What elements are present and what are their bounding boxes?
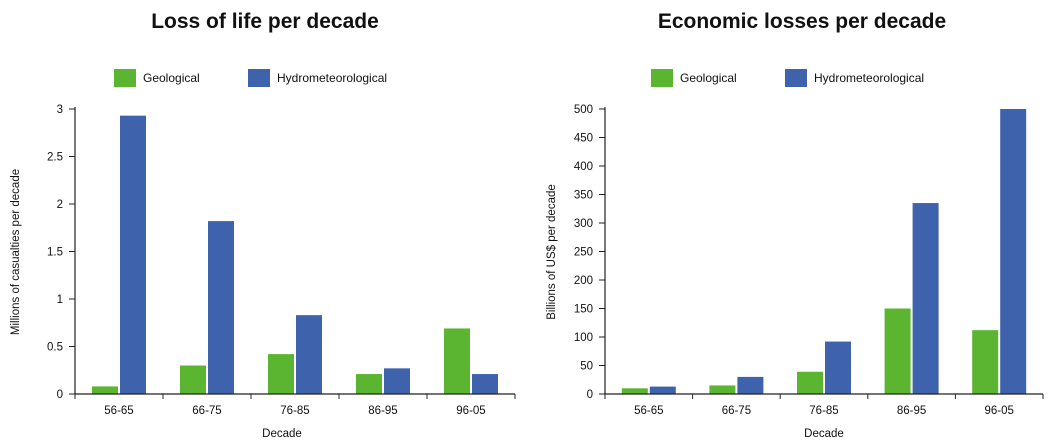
bar-geological [621, 388, 648, 394]
bar-hydrometeorological [825, 341, 851, 394]
legend-swatch-geological [651, 69, 673, 87]
x-tick-label: 66-75 [192, 405, 221, 417]
economic-losses-chart-svg: Economic losses per decade Geological Hy… [546, 10, 1044, 440]
bar-hydrometeorological [737, 376, 764, 394]
bar-hydrometeorological [649, 386, 676, 394]
casualties-chart-svg: Loss of life per decade Geological Hydro… [10, 10, 516, 440]
y-tick-label: 500 [574, 104, 593, 116]
y-tick-label: 0 [57, 389, 63, 401]
bar-geological [709, 385, 736, 394]
x-axis-label: Decade [804, 428, 844, 440]
economic-losses-chart: Economic losses per decade Geological Hy… [535, 0, 1053, 441]
bar-geological [444, 328, 470, 394]
y-tick-label: 350 [574, 190, 593, 202]
bar-hydrometeorological [1000, 109, 1027, 394]
chart-title: Loss of life per decade [151, 10, 379, 33]
casualties-chart: Loss of life per decade Geological Hydro… [0, 0, 520, 441]
x-tick-label: 76-85 [280, 405, 309, 417]
legend-swatch-hydrometeorological [248, 69, 270, 87]
legend-swatch-geological [114, 69, 136, 87]
chart-title: Economic losses per decade [658, 10, 946, 33]
y-tick-label: 250 [574, 247, 593, 259]
plot-area: 0 50 100 150 200 250 300 350 400 450 500 56-65 66-75… [574, 104, 1044, 417]
y-tick-label: 450 [574, 133, 593, 145]
x-tick-label: 76-85 [809, 405, 838, 417]
x-tick-label: 66-75 [722, 405, 751, 417]
y-tick-label: 0.5 [47, 342, 63, 354]
bar-geological [180, 365, 206, 394]
legend-swatch-hydrometeorological [785, 69, 807, 87]
y-tick-label: 100 [574, 332, 593, 344]
bar-geological [884, 308, 911, 394]
bar-hydrometeorological [384, 368, 410, 394]
y-tick-label: 3 [57, 104, 63, 116]
bar-geological [268, 354, 294, 394]
x-tick-label: 96-05 [984, 405, 1013, 417]
y-tick-label: 2.5 [47, 152, 63, 164]
y-tick-label: 0 [587, 389, 593, 401]
bar-hydrometeorological [296, 315, 322, 394]
x-tick-label: 96-05 [456, 405, 485, 417]
x-tick-label: 56-65 [104, 405, 133, 417]
legend-label-geological: Geological [143, 71, 200, 85]
y-tick-label: 200 [574, 275, 593, 287]
legend-label-hydrometeorological: Hydrometeorological [277, 71, 387, 85]
y-axis-label: Millions of casualties per decade [10, 169, 22, 335]
y-tick-label: 1 [57, 294, 63, 306]
legend-label-hydrometeorological: Hydrometeorological [814, 71, 924, 85]
y-tick-label: 2 [57, 199, 63, 211]
y-tick-label: 400 [574, 161, 593, 173]
x-tick-label: 56-65 [634, 405, 663, 417]
legend-label-geological: Geological [680, 71, 737, 85]
y-tick-label: 50 [580, 361, 593, 373]
y-tick-label: 1.5 [47, 247, 63, 259]
bar-geological [972, 330, 999, 394]
bar-hydrometeorological [208, 221, 234, 394]
y-tick-label: 300 [574, 218, 593, 230]
x-axis-label: Decade [262, 428, 302, 440]
x-tick-label: 86-95 [368, 405, 397, 417]
x-tick-label: 86-95 [897, 405, 926, 417]
plot-area: 0 0.5 1 1.5 2 2.5 3 56-65 66-75 76-85 86-95 96-05 [47, 104, 516, 417]
bar-geological [356, 374, 382, 394]
y-tick-label: 150 [574, 304, 593, 316]
bar-geological [92, 386, 118, 394]
y-axis-label: Billions of US$ per decade [546, 184, 558, 320]
bar-hydrometeorological [120, 115, 146, 395]
bar-hydrometeorological [912, 203, 939, 394]
bar-hydrometeorological [472, 374, 498, 394]
bar-geological [797, 371, 823, 394]
